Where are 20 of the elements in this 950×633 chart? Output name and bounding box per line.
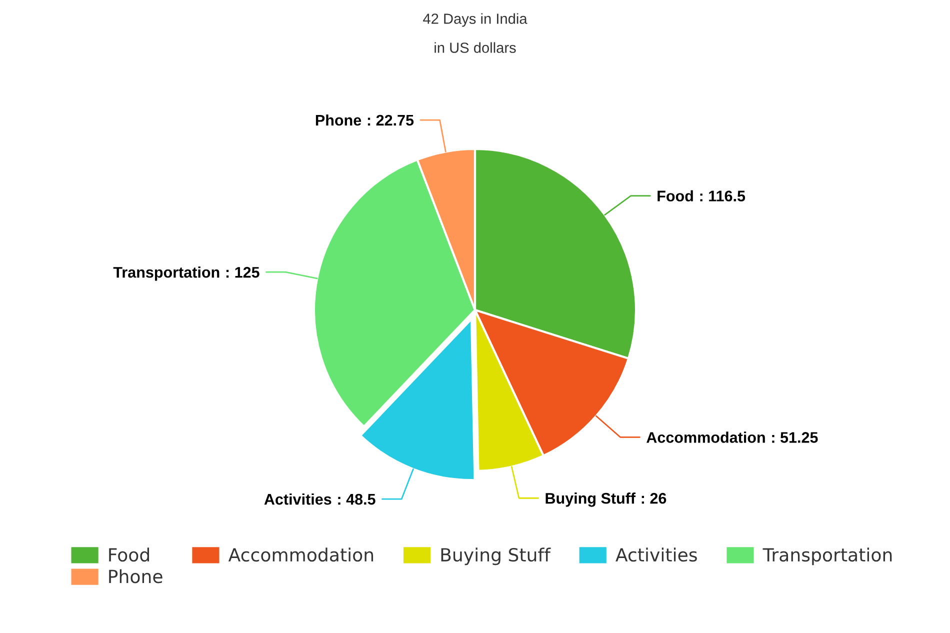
legend-label: Buying Stuff: [441, 548, 551, 566]
data-label: : 51.25: [772, 432, 818, 443]
legend-label: Transportation: [762, 548, 892, 566]
slice-label: Accommodation: [646, 432, 765, 443]
data-label: : 22.75: [368, 114, 414, 126]
data-label: : 26: [642, 492, 666, 504]
slice-label: Transportation: [113, 266, 220, 281]
slice-label: Activities: [264, 493, 332, 505]
legend-label: Food: [109, 548, 150, 562]
chart-title: 42 Days in India: [423, 13, 528, 27]
data-label: : 116.5: [700, 190, 746, 202]
legend-label: Accommodation: [228, 548, 374, 562]
chart-subtitle: in US dollars: [434, 42, 516, 53]
slice-label: Phone: [316, 114, 362, 126]
legend-label: Phone: [109, 569, 162, 584]
slice-label: Buying Stuff: [546, 492, 636, 507]
data-label: : 48.5: [338, 494, 376, 505]
slice-label: Food: [658, 190, 693, 202]
legend-label: Activities: [616, 548, 697, 562]
data-label: : 125: [226, 266, 260, 278]
